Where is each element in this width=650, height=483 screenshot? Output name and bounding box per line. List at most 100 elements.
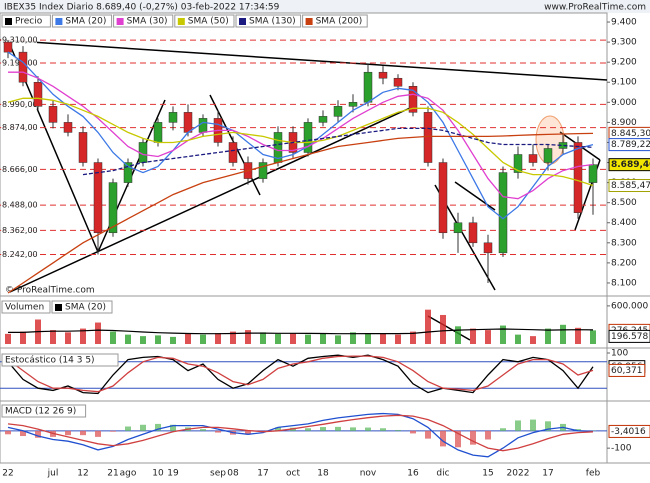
- candle-body: [528, 154, 538, 163]
- level-label-bg: [1, 163, 37, 175]
- histogram-bar: [410, 430, 416, 434]
- candle-body: [228, 142, 238, 163]
- volume-bar: [245, 330, 251, 344]
- volume-bar: [320, 333, 326, 344]
- legend-label: SMA (130): [249, 17, 296, 27]
- last-value-box: [608, 179, 650, 193]
- legend-label: SMA (20): [65, 303, 106, 313]
- volume-bar: [185, 333, 191, 344]
- candle-body: [378, 71, 388, 79]
- legend-label: SMA (50): [188, 17, 229, 27]
- volume-bar: [125, 334, 131, 344]
- x-tick-label: 22: [2, 469, 13, 479]
- y-tick-label: 8.500: [611, 198, 637, 208]
- level-label-bg: [1, 199, 37, 211]
- y-tick-label: -100: [611, 444, 632, 454]
- histogram-bar: [35, 430, 41, 438]
- volume-bar: [575, 327, 581, 344]
- histogram-bar: [110, 430, 116, 432]
- candle-body: [48, 106, 58, 123]
- level-label: 8.874,00: [2, 123, 38, 132]
- volume-bar: [215, 333, 221, 344]
- volume-bar: [500, 325, 506, 344]
- series-line: [7, 51, 594, 220]
- candle-body: [423, 112, 433, 163]
- histogram-bar: [350, 427, 356, 431]
- x-tick-label: ago: [120, 469, 137, 479]
- x-tick-label: feb: [586, 469, 601, 479]
- candle-body: [318, 116, 328, 123]
- histogram-bar: [200, 429, 206, 431]
- x-tick-label: sep: [210, 469, 226, 479]
- histogram-bar: [470, 430, 476, 445]
- series-line: [7, 412, 594, 458]
- candle-body: [333, 106, 343, 117]
- legend-swatch: [177, 18, 185, 25]
- histogram-bar: [335, 426, 341, 431]
- histogram-bar: [515, 420, 521, 431]
- candle-body: [93, 162, 103, 234]
- legend-swatch: [239, 18, 246, 25]
- volume-bar: [440, 314, 446, 344]
- histogram-bar: [65, 430, 71, 436]
- series-line: [7, 355, 594, 393]
- legend-swatch: [116, 18, 124, 25]
- candle-body: [18, 51, 28, 83]
- histogram-bar: [500, 428, 506, 431]
- candle-body: [258, 162, 268, 179]
- y-tick-label: 600.000: [611, 301, 648, 311]
- x-tick-label: 19: [167, 469, 179, 479]
- volume-bar: [365, 333, 371, 344]
- panel-title-box: [1, 404, 87, 418]
- x-tick-label: 10: [152, 469, 164, 479]
- candle-body: [78, 132, 88, 163]
- series-line: [8, 328, 594, 335]
- legend-item: [1, 14, 51, 28]
- y-tick-label: 8.300: [611, 238, 637, 248]
- candle-body: [183, 112, 193, 133]
- histogram-bar: [320, 427, 326, 431]
- candle-body: [573, 142, 583, 213]
- trend-line: [0, 39, 608, 81]
- header-site: www.ProRealTime.com: [544, 3, 646, 13]
- last-value-label: 8.845,30: [611, 129, 650, 139]
- histogram-bar: [215, 430, 221, 433]
- candle-body: [588, 164, 598, 183]
- candle-body: [543, 148, 553, 163]
- volume-bar: [470, 328, 476, 344]
- x-tick-label: 2022: [507, 469, 530, 479]
- volume-bar: [305, 334, 311, 344]
- volume-bar: [425, 309, 431, 344]
- candle-body: [408, 86, 418, 113]
- copyright: © ProRealTime.com: [5, 286, 95, 296]
- candle-body: [453, 222, 463, 234]
- histogram-bar: [170, 424, 176, 431]
- x-tick-label: 17: [542, 469, 553, 479]
- volume-bar: [230, 331, 236, 344]
- candle-body: [123, 162, 133, 183]
- last-value-label: -3,4016: [611, 427, 646, 437]
- legend-item: [174, 14, 235, 28]
- volume-bar: [65, 332, 71, 344]
- histogram-bar: [80, 430, 86, 436]
- legend-label: SMA (20): [65, 17, 106, 27]
- volume-bar: [140, 336, 146, 344]
- last-value-label: 8.789,22: [611, 140, 650, 150]
- trend-line: [9, 107, 411, 293]
- y-tick-label: 8.900: [611, 118, 637, 128]
- level-label-bg: [1, 98, 37, 110]
- candle-body: [483, 242, 493, 254]
- y-tick-label: 8.100: [611, 278, 637, 288]
- candle-body: [63, 122, 73, 133]
- x-tick-label: nov: [360, 469, 377, 479]
- volume-bar: [335, 335, 341, 344]
- trend-line: [427, 315, 471, 341]
- histogram-bar: [440, 430, 446, 447]
- candle-body: [393, 77, 403, 87]
- histogram-bar: [455, 430, 461, 448]
- y-tick-label: 9.100: [611, 78, 637, 88]
- volume-bar: [545, 328, 551, 344]
- volume-bar: [170, 336, 176, 344]
- x-tick-label: 18: [317, 469, 329, 479]
